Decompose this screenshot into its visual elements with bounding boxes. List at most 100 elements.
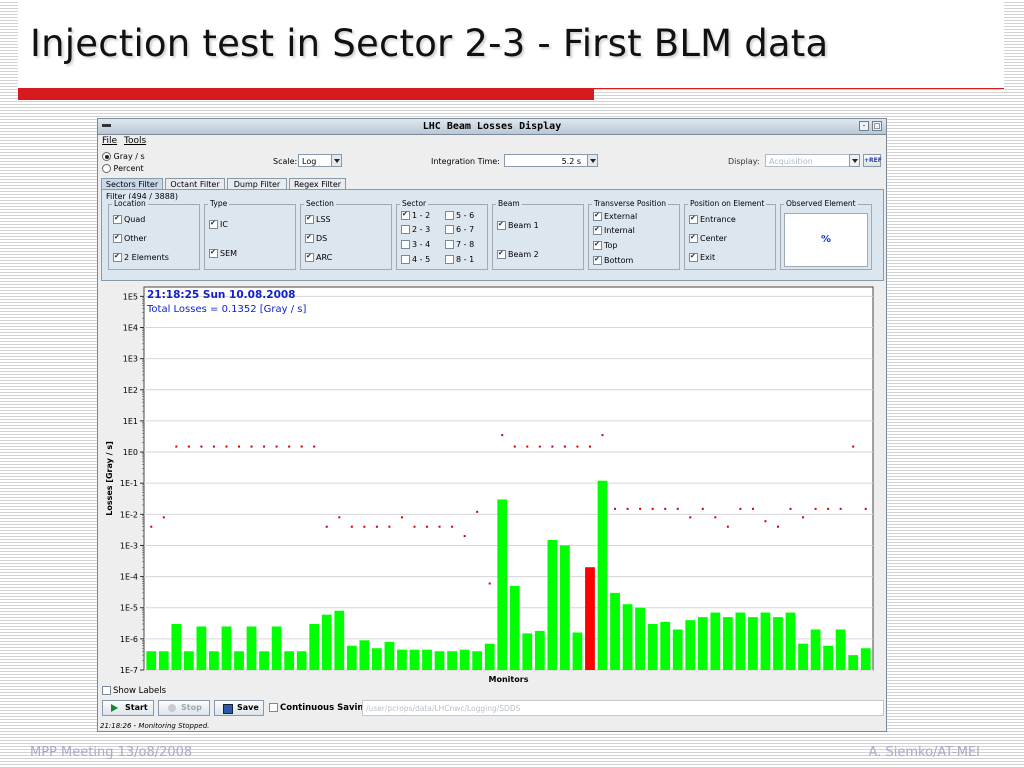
show-labels-checkbox[interactable] — [102, 686, 111, 695]
save-path-field[interactable]: /user/pcrops/data/LHCnwc/Logging/SDDS — [362, 700, 884, 716]
sector-7-8[interactable]: 7 - 8 — [445, 240, 474, 249]
sector-3-4[interactable]: 3 - 4 — [401, 240, 430, 249]
checkbox[interactable] — [593, 255, 602, 265]
position-center[interactable]: Center — [689, 233, 727, 243]
position-exit-label: Exit — [700, 253, 716, 262]
radio-gray-dot[interactable] — [102, 152, 111, 161]
sector-8-1[interactable]: 8 - 1 — [445, 255, 474, 264]
type-ic-label: IC — [220, 220, 228, 229]
checkbox[interactable] — [113, 233, 122, 243]
location-title: Location — [112, 199, 148, 208]
integration-spinner[interactable]: 5.2 s — [504, 154, 598, 167]
transverse-bottom[interactable]: Bottom — [593, 255, 633, 265]
continuous-saving-toggle[interactable]: Continuous Saving — [269, 703, 370, 713]
sector-4-5[interactable]: 4 - 5 — [401, 255, 430, 264]
bar — [672, 629, 683, 670]
checkbox[interactable] — [209, 248, 218, 258]
bar — [158, 651, 169, 670]
threshold-marker — [588, 445, 591, 448]
transverse-top[interactable]: Top — [593, 240, 618, 250]
show-labels-toggle[interactable]: Show Labels — [102, 686, 166, 696]
checkbox[interactable] — [593, 211, 602, 221]
chevron-down-icon[interactable] — [331, 154, 342, 167]
system-menu-icon[interactable] — [102, 124, 111, 127]
tab-octant-filter[interactable]: Octant Filter — [165, 178, 225, 190]
chevron-down-icon[interactable] — [587, 154, 598, 167]
sector-5-6-label: 5 - 6 — [456, 211, 475, 220]
tab-regex-filter[interactable]: Regex Filter — [289, 178, 346, 190]
checkbox[interactable] — [401, 210, 410, 220]
bar — [660, 621, 671, 670]
location-other[interactable]: Other — [113, 233, 147, 243]
observed-element-input[interactable]: % — [784, 213, 868, 267]
maximize-icon[interactable]: □ — [872, 121, 882, 131]
location-quad[interactable]: Quad — [113, 214, 145, 224]
continuous-saving-checkbox[interactable] — [269, 703, 278, 712]
bar — [346, 645, 357, 670]
type-sem-label: SEM — [220, 249, 238, 258]
floppy-disk-icon — [223, 704, 233, 714]
threshold-marker — [839, 507, 842, 510]
section-lss[interactable]: LSS — [305, 214, 331, 224]
transverse-external[interactable]: External — [593, 211, 637, 221]
sector-5-6[interactable]: 5 - 6 — [445, 211, 474, 220]
bar — [371, 648, 382, 670]
sector-2-3[interactable]: 2 - 3 — [401, 225, 430, 234]
beam-2-label: Beam 2 — [508, 250, 539, 259]
section-arc[interactable]: ARC — [305, 252, 332, 262]
checkbox[interactable] — [445, 240, 454, 249]
transverse-title: Transverse Position — [592, 199, 669, 208]
checkbox[interactable] — [689, 214, 698, 224]
radio-percent-dot[interactable] — [102, 164, 111, 173]
checkbox[interactable] — [401, 255, 410, 264]
checkbox[interactable] — [689, 233, 698, 243]
checkbox[interactable] — [497, 249, 506, 259]
checkbox[interactable] — [445, 225, 454, 234]
bar — [685, 620, 696, 670]
checkbox[interactable] — [445, 211, 454, 220]
checkbox[interactable] — [593, 225, 602, 235]
checkbox[interactable] — [401, 225, 410, 234]
save-button[interactable]: Save — [214, 700, 264, 716]
type-group: Type IC SEM — [204, 199, 296, 270]
unit-radio-gray[interactable]: Gray / s — [102, 152, 145, 161]
unit-radio-percent[interactable]: Percent — [102, 164, 144, 173]
checkbox[interactable] — [445, 255, 454, 264]
menu-tools[interactable]: Tools — [124, 136, 147, 146]
position-title: Position on Element — [688, 199, 767, 208]
checkbox[interactable] — [209, 219, 218, 229]
type-sem[interactable]: SEM — [209, 248, 238, 258]
checkbox[interactable] — [305, 214, 314, 224]
checkbox[interactable] — [497, 220, 506, 230]
section-ds[interactable]: DS — [305, 233, 327, 243]
type-ic[interactable]: IC — [209, 219, 228, 229]
beam-2[interactable]: Beam 2 — [497, 249, 539, 259]
checkbox[interactable] — [305, 252, 314, 262]
sector-1-2[interactable]: 1 - 2 — [401, 210, 430, 220]
stop-button[interactable]: Stop — [158, 700, 210, 716]
sector-6-7[interactable]: 6 - 7 — [445, 225, 474, 234]
checkbox[interactable] — [113, 252, 122, 262]
bar — [409, 649, 420, 670]
location-2-elements[interactable]: 2 Elements — [113, 252, 169, 262]
checkbox[interactable] — [689, 252, 698, 262]
position-entrance[interactable]: Entrance — [689, 214, 736, 224]
start-button[interactable]: Start — [102, 700, 154, 716]
bar — [472, 651, 483, 670]
position-exit[interactable]: Exit — [689, 252, 716, 262]
menu-file[interactable]: File — [102, 136, 118, 146]
checkbox[interactable] — [593, 240, 602, 250]
beam-1[interactable]: Beam 1 — [497, 220, 539, 230]
transverse-internal[interactable]: Internal — [593, 225, 635, 235]
tab-dump-filter[interactable]: Dump Filter — [227, 178, 287, 190]
chevron-down-icon[interactable] — [849, 154, 860, 167]
checkbox[interactable] — [305, 233, 314, 243]
minimize-icon[interactable]: - — [859, 121, 869, 131]
display-select[interactable]: Acquisition — [765, 154, 860, 167]
checkbox[interactable] — [113, 214, 122, 224]
checkbox[interactable] — [401, 240, 410, 249]
scale-select[interactable]: Log — [298, 154, 342, 167]
window-titlebar[interactable]: LHC Beam Losses Display - □ — [98, 119, 886, 135]
tab-sectors-filter[interactable]: Sectors Filter — [101, 178, 163, 190]
ref-button[interactable]: +REF — [863, 154, 882, 167]
